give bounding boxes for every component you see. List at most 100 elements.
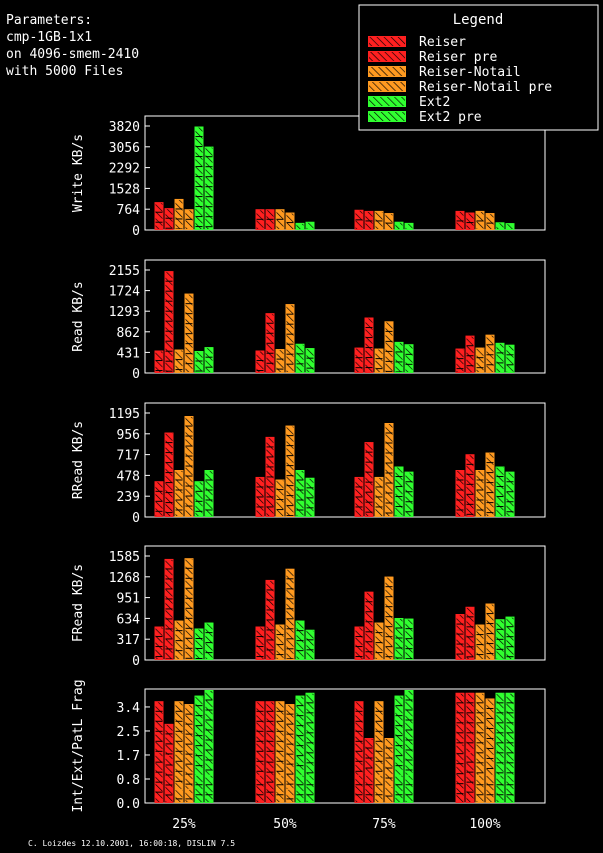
legend-label: Reiser-Notail [419,65,521,80]
bar-ext2 [194,628,204,661]
bar-ext2 [295,222,305,230]
bar-reiser-notail [475,774,485,803]
bar-reiser-notail-pre [485,213,495,231]
y-tick-label: 956 [117,428,140,443]
x-tick-label: 50% [273,817,297,832]
bar-reiser [255,476,265,517]
legend-label: Ext2 [419,95,450,110]
bar-reiser [154,626,164,660]
parameters-line: with 5000 Files [6,64,123,79]
x-tick-label: 75% [372,817,396,832]
legend-swatch [368,51,406,62]
legend-label: Reiser [419,35,466,50]
bar-reiser-notail [275,349,285,373]
legend-label: Ext2 pre [419,110,482,125]
legend-item: Reiser pre [368,50,497,65]
legend-swatch [368,81,406,92]
y-tick-label: 1585 [109,550,140,565]
y-axis-label: RRead KB/s [71,421,86,499]
bar-reiser-pre [465,606,475,661]
bar-reiser [455,470,465,517]
legend-swatch [368,66,406,77]
legend-item: Reiser-Notail [368,65,521,80]
bar-reiser-notail [275,479,285,517]
bar-reiser-notail-pre [485,774,495,803]
y-tick-label: 1195 [109,407,140,422]
y-tick-label: 0 [132,367,140,382]
bar-reiser-pre [265,209,275,230]
y-tick-label: 1268 [109,571,140,586]
bar-reiser-notail-pre [184,209,194,230]
y-tick-label: 317 [117,633,140,648]
plot-frame [144,259,546,374]
bar-reiser-notail-pre [485,603,495,661]
bar-reiser [455,743,465,803]
y-tick-label: 951 [117,592,140,607]
bar-ext2 [295,774,305,803]
bar-reiser-pre [265,436,275,517]
y-tick-label: 1.7 [117,749,140,764]
bar-ext2-pre [305,774,315,803]
y-tick-label: 3820 [109,120,140,135]
bar-ext2 [194,774,204,803]
y-tick-label: 862 [117,326,140,341]
legend-item: Ext2 [368,95,450,110]
bar-reiser-notail-pre [485,334,495,373]
panel-1: 0 764 1528 2292 3056 3820 Write KB/s [71,115,546,239]
bar-reiser-notail-pre [285,304,295,373]
y-tick-label: 0.8 [117,773,140,788]
bar-ext2-pre [505,616,515,661]
y-tick-label: 478 [117,469,140,484]
y-tick-label: 431 [117,346,140,361]
bar-reiser-notail-pre [184,293,194,373]
bar-reiser [154,350,164,373]
parameters-line: Parameters: [6,13,92,28]
bar-ext2-pre [505,223,515,230]
bar-reiser-notail [174,349,184,374]
y-tick-label: 0 [132,224,140,239]
y-tick-label: 717 [117,449,140,464]
bar-reiser [154,202,164,230]
y-tick-label: 239 [117,490,140,505]
bar-reiser-pre [164,432,174,518]
y-tick-label: 0.0 [117,797,140,812]
y-tick-label: 2155 [109,264,140,279]
bar-reiser-notail [374,622,384,660]
bar-reiser-notail [174,701,184,803]
panel-2: 0 431 862 1293 1724 2155 Read KB/s [71,259,546,382]
bar-reiser-pre [364,317,374,374]
bar-reiser-notail [374,348,384,373]
bar-reiser-notail [275,209,285,230]
bar-reiser [255,626,265,660]
bar-ext2 [194,481,204,517]
parameters-line: on 4096-smem-2410 [6,47,139,62]
bar-ext2 [295,620,305,661]
bar-reiser-notail-pre [485,452,495,517]
y-tick-label: 1528 [109,182,140,197]
bar-reiser [455,614,465,660]
y-tick-label: 764 [117,203,141,218]
bar-reiser-pre [364,210,374,231]
bar-ext2-pre [204,146,214,230]
x-tick-label: 25% [172,817,196,832]
bar-reiser-notail-pre [285,788,295,803]
footer-credit: C. Loizdes 12.10.2001, 16:00:18, DISLIN … [28,839,235,848]
bar-reiser [455,210,465,231]
bar-reiser-pre [364,591,374,660]
y-tick-label: 1724 [109,285,140,300]
bar-ext2-pre [305,629,315,660]
y-axis-label: FRead KB/s [71,564,86,642]
bar-reiser-pre [265,752,275,804]
bar-reiser-notail [475,210,485,231]
bar-ext2 [495,774,505,803]
y-axis-label: Read KB/s [71,281,86,351]
bar-ext2-pre [305,477,315,518]
y-tick-label: 0 [132,511,140,526]
bar-ext2-pre [404,774,414,803]
bar-reiser-notail-pre [384,321,394,374]
y-tick-label: 3.4 [117,701,141,716]
legend-label: Reiser-Notail pre [419,80,552,95]
bar-ext2-pre [505,344,515,374]
